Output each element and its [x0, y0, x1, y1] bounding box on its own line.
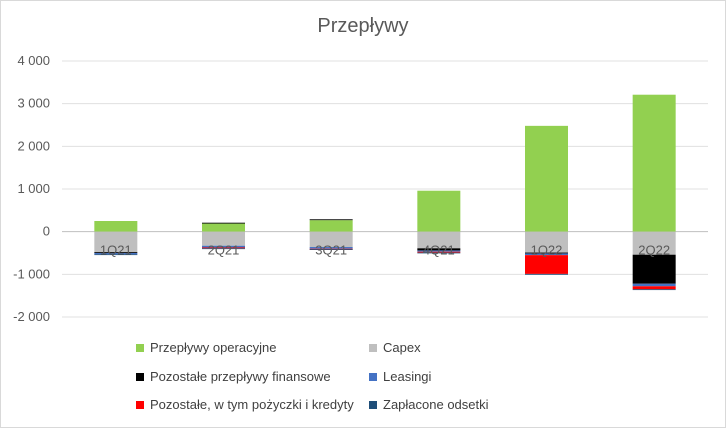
bar-segment: [202, 247, 245, 249]
bar-segment: [632, 286, 676, 290]
bar-segment: [417, 231, 461, 249]
bar-segment: [417, 250, 461, 252]
bar-segment: [202, 248, 245, 250]
y-tick-label: -1 000: [13, 266, 50, 281]
bar-segment: [632, 254, 676, 284]
bar-segment: [94, 252, 138, 253]
y-tick-label: 3 000: [17, 96, 50, 111]
bar-segment: [202, 231, 245, 246]
bar-segment: [202, 222, 245, 224]
bar-segment: [309, 247, 353, 249]
bar-segment: [525, 255, 568, 274]
x-tick-label: 2Q21: [208, 243, 240, 258]
bar-segment: [94, 254, 138, 256]
bar-segment: [632, 289, 676, 291]
bar-segment: [309, 248, 353, 250]
bar-segment: [525, 252, 568, 254]
y-tick-label: 1 000: [17, 181, 50, 196]
bar-segment: [525, 253, 568, 256]
y-tick-label: -2 000: [13, 309, 50, 324]
bar-segment: [94, 253, 138, 255]
x-tick-label: 3Q21: [315, 243, 347, 258]
bar-segment: [632, 231, 676, 255]
bar-segment: [525, 125, 568, 232]
bar-segment: [309, 249, 353, 250]
bar-segment: [417, 251, 461, 253]
bar-segment: [202, 245, 245, 248]
y-tick-label: 2 000: [17, 138, 50, 153]
x-tick-label: 2Q22: [638, 243, 670, 258]
y-tick-label: 4 000: [17, 53, 50, 68]
bar-segment: [309, 220, 353, 232]
bar-segment: [525, 273, 568, 275]
bar-segment: [632, 283, 676, 287]
x-tick-label: 1Q22: [531, 243, 563, 258]
bar-segment: [417, 252, 461, 254]
bar-segment: [94, 231, 138, 253]
bar-segment: [632, 94, 676, 232]
bar-segment: [94, 221, 138, 232]
bar-segment: [525, 231, 568, 253]
x-tick-label: 4Q21: [423, 243, 455, 258]
bar-segment: [309, 219, 353, 221]
bar-segment: [309, 231, 353, 248]
x-tick-label: 1Q21: [100, 243, 132, 258]
bar-segment: [202, 223, 245, 232]
bar-segment: [417, 190, 461, 232]
chart-title: Przepływy: [317, 15, 409, 37]
y-tick-label: 0: [43, 224, 50, 239]
bar-segment: [417, 248, 461, 251]
